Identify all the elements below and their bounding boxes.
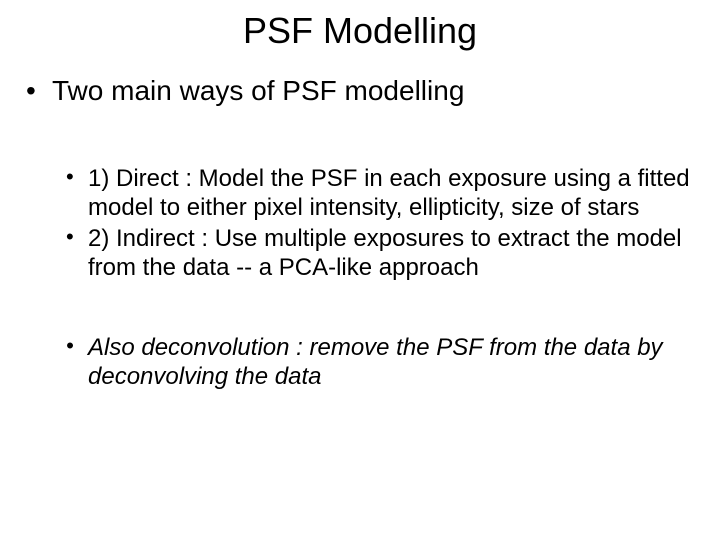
point-indirect: 2) Indirect : Use multiple exposures to … — [66, 224, 720, 283]
slide: PSF Modelling Two main ways of PSF model… — [0, 0, 720, 540]
slide-title: PSF Modelling — [0, 0, 720, 52]
point-direct: 1) Direct : Model the PSF in each exposu… — [66, 164, 720, 223]
intro-bullet: Two main ways of PSF modelling — [26, 74, 720, 108]
point-deconvolution: Also deconvolution : remove the PSF from… — [66, 333, 720, 392]
deconv-prefix: Also — [88, 334, 141, 361]
deconv-word: deconvolution — [141, 334, 289, 361]
